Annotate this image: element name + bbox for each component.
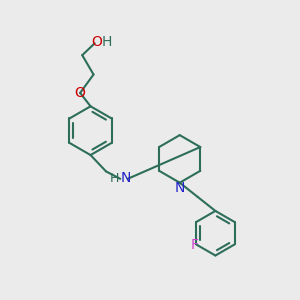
Text: H: H <box>110 172 120 185</box>
Text: F: F <box>190 238 199 252</box>
Text: H: H <box>102 35 112 50</box>
Text: O: O <box>75 86 86 100</box>
Text: O: O <box>91 35 102 50</box>
Text: N: N <box>120 171 131 185</box>
Text: N: N <box>174 181 184 195</box>
